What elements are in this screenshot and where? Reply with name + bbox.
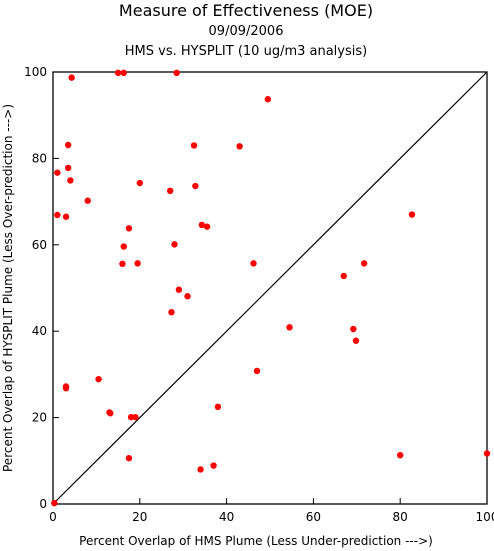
chart-date-subtitle: 09/09/2006: [209, 24, 284, 39]
x-axis-ticks: 0 20 40 60 80 100: [49, 498, 494, 524]
data-point: [64, 164, 72, 172]
data-point: [114, 69, 122, 77]
data-point: [54, 211, 61, 219]
y-axis-label: Percent Overlap of HYSPLIT Plume (Less O…: [1, 104, 15, 472]
data-point: [68, 74, 75, 81]
data-point: [286, 324, 293, 331]
data-point: [236, 143, 243, 150]
data-point: [190, 142, 198, 149]
data-point: [253, 367, 261, 375]
x-tick-label: 80: [393, 510, 408, 524]
y-tick-label: 80: [32, 151, 47, 165]
data-point: [171, 241, 178, 248]
data-point: [203, 223, 211, 230]
y-tick-label: 20: [32, 411, 47, 425]
data-point: [173, 69, 180, 77]
data-point: [408, 211, 416, 218]
data-point: [119, 260, 126, 268]
data-point: [84, 197, 91, 204]
data-point: [64, 141, 72, 149]
data-point: [54, 169, 61, 176]
one-to-one-reference-line: [52, 71, 488, 505]
data-point: [168, 308, 175, 316]
data-point: [360, 260, 368, 267]
y-axis-ticks: 0 20 40 60 80 100: [24, 65, 59, 511]
data-point: [120, 69, 127, 77]
data-point: [62, 213, 70, 220]
data-point: [184, 293, 191, 300]
x-tick-label: 60: [306, 510, 321, 524]
data-point: [250, 260, 257, 267]
chart-comparison-subtitle: HMS vs. HYSPLIT (10 ug/m3 analysis): [125, 44, 367, 59]
y-tick-label: 40: [32, 324, 47, 338]
data-point: [62, 385, 70, 392]
data-point: [397, 451, 404, 459]
data-point: [350, 325, 357, 333]
y-tick-label: 60: [32, 238, 47, 252]
data-point: [166, 187, 174, 194]
y-tick-label: 100: [24, 65, 47, 79]
data-point: [214, 403, 222, 410]
x-tick-label: 20: [132, 510, 147, 524]
data-point: [120, 243, 127, 250]
data-point: [483, 450, 491, 457]
x-tick-label: 0: [49, 510, 57, 524]
data-point: [125, 225, 133, 232]
data-point: [125, 455, 133, 462]
x-tick-label: 40: [219, 510, 234, 524]
data-point: [175, 286, 183, 293]
plot-frame: [52, 71, 488, 505]
data-point: [51, 499, 58, 507]
data-point: [95, 375, 102, 383]
data-point: [197, 466, 204, 473]
x-tick-label: 100: [476, 510, 494, 524]
data-point: [210, 462, 217, 469]
data-point: [192, 182, 199, 190]
data-point: [132, 413, 139, 421]
data-point: [67, 177, 74, 184]
data-points: [51, 69, 491, 507]
data-point: [134, 260, 141, 267]
data-point: [107, 410, 114, 417]
chart-title: Measure of Effectiveness (MOE): [119, 1, 373, 20]
data-point: [198, 221, 206, 229]
data-point: [136, 179, 143, 187]
data-point: [264, 96, 272, 103]
y-tick-label: 0: [39, 497, 47, 511]
data-point: [340, 272, 347, 280]
data-point: [352, 337, 360, 344]
x-axis-label: Percent Overlap of HMS Plume (Less Under…: [79, 534, 433, 548]
